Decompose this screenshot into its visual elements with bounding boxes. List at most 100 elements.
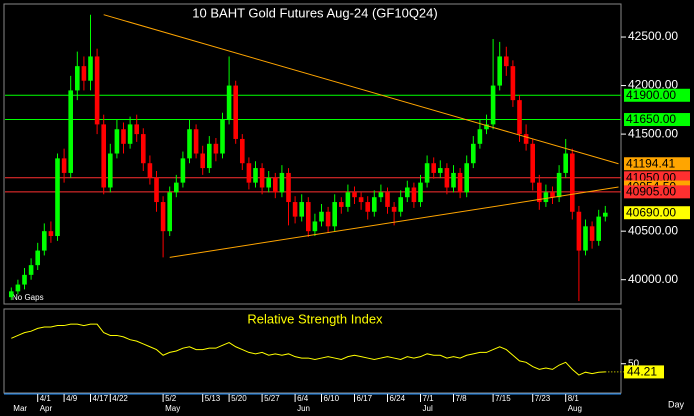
candle-body xyxy=(114,129,120,154)
candle-body xyxy=(207,143,212,169)
candle-body xyxy=(471,143,476,164)
candle-body xyxy=(424,163,430,183)
candle-body xyxy=(180,158,186,183)
candle-body xyxy=(167,192,172,232)
candle-body xyxy=(504,56,509,67)
x-tick-label: 8/1 xyxy=(568,394,580,403)
candle-body xyxy=(543,192,549,203)
candle-body xyxy=(603,212,608,217)
candle-body xyxy=(35,250,40,266)
candle-body xyxy=(286,172,291,203)
candle-body xyxy=(405,187,410,198)
level-label: 40905.00 xyxy=(626,185,676,199)
candle-body xyxy=(451,172,456,188)
candle-body xyxy=(352,192,357,198)
candle-body xyxy=(563,153,568,173)
candle-body xyxy=(398,197,403,212)
month-label: Aug xyxy=(568,404,582,413)
x-tick-label: 6/17 xyxy=(357,394,373,403)
candle-body xyxy=(94,56,100,125)
candle-body xyxy=(141,134,146,164)
candle-body xyxy=(319,211,324,222)
candle-body xyxy=(22,274,27,285)
y-tick-label: 42500.00 xyxy=(628,29,678,43)
level-box xyxy=(624,88,690,102)
rsi-value-label: 44.21 xyxy=(627,365,657,379)
candle-body xyxy=(279,172,285,193)
candle-body xyxy=(550,192,555,198)
x-tick-label: 6/10 xyxy=(324,394,340,403)
candle-body xyxy=(61,158,67,173)
trendline xyxy=(169,186,619,258)
candle-body xyxy=(147,163,153,178)
candle-body xyxy=(246,163,252,183)
candle-body xyxy=(438,168,443,173)
rsi-value-box xyxy=(624,365,664,379)
candle-body xyxy=(372,197,377,212)
candle-body xyxy=(273,177,278,193)
chart-title: 10 BAHT Gold Futures Aug-24 (GF10Q24) xyxy=(192,5,437,20)
candle-body xyxy=(596,216,601,241)
candle-body xyxy=(576,211,582,251)
candle-body xyxy=(174,182,179,193)
x-tick-label: 7/8 xyxy=(456,394,468,403)
candle-body xyxy=(42,231,47,251)
candle-body xyxy=(490,85,496,125)
candle-body xyxy=(200,153,205,169)
rsi-panel xyxy=(3,308,622,394)
candle-body xyxy=(523,134,529,144)
price-panel xyxy=(3,3,622,305)
candle-body xyxy=(28,265,34,275)
level-box xyxy=(624,185,690,199)
candle-body xyxy=(464,163,469,193)
candle-body xyxy=(537,182,542,203)
x-tick-label: 4/22 xyxy=(112,394,128,403)
level-label: 40690.00 xyxy=(626,205,676,219)
x-tick-label: 7/1 xyxy=(423,394,435,403)
x-tick-label: 5/13 xyxy=(205,394,221,403)
candle-body xyxy=(160,202,166,232)
rsi-line xyxy=(11,323,606,376)
month-label: Jun xyxy=(297,404,310,413)
candle-body xyxy=(233,85,238,139)
level-box xyxy=(624,157,690,171)
candle-body xyxy=(193,129,199,154)
candle-body xyxy=(444,168,450,188)
candle-body xyxy=(121,129,126,144)
candle-body xyxy=(154,177,159,203)
x-tick-label: 5/2 xyxy=(165,394,177,403)
x-tick-label: 6/4 xyxy=(297,394,309,403)
candle-body xyxy=(55,158,60,237)
candle-body xyxy=(48,231,54,237)
candle-body xyxy=(220,119,225,154)
candle-body xyxy=(378,192,384,198)
month-label: Mar xyxy=(13,404,27,413)
candle-body xyxy=(391,206,397,212)
candle-body xyxy=(75,66,80,91)
y-tick-label: 41500.00 xyxy=(628,126,678,140)
x-tick-label: 4/9 xyxy=(66,394,78,403)
candle-body xyxy=(589,226,595,241)
y-tick-label: 42000.00 xyxy=(628,78,678,92)
candle-body xyxy=(497,56,502,86)
candle-body xyxy=(457,172,463,193)
candle-body xyxy=(127,124,133,144)
level-label: 41650.00 xyxy=(626,112,676,126)
x-tick-label: 5/27 xyxy=(264,394,280,403)
candle-body xyxy=(477,129,483,144)
candle-body xyxy=(358,197,364,203)
level-label: 41900.00 xyxy=(626,88,676,102)
candle-body xyxy=(259,168,265,188)
candle-body xyxy=(266,177,271,188)
y-tick-label: 50 xyxy=(628,358,640,369)
candle-body xyxy=(332,202,337,227)
y-tick-label: 40000.00 xyxy=(628,272,678,286)
candle-body xyxy=(530,143,535,183)
candle-body xyxy=(411,187,417,203)
month-label: Jul xyxy=(423,404,433,413)
month-label: Apr xyxy=(40,404,53,413)
candle-body xyxy=(187,129,192,159)
y-tick-label: 40500.00 xyxy=(628,223,678,237)
month-label: May xyxy=(165,404,180,413)
